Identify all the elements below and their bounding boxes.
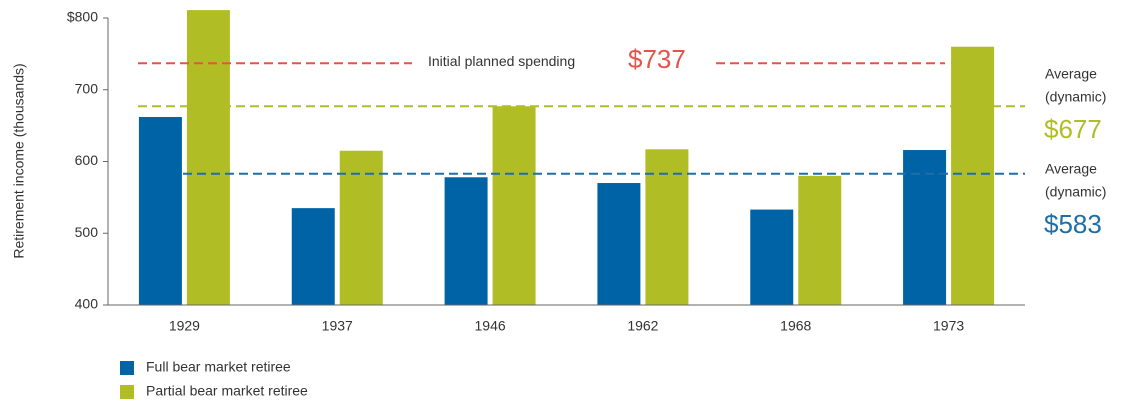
x-tick-label: 1968 <box>780 318 811 334</box>
x-tick-label: 1929 <box>169 318 200 334</box>
legend-label: Full bear market retiree <box>146 359 291 375</box>
legend-swatch <box>120 385 134 399</box>
bar <box>339 150 383 305</box>
bar <box>291 208 335 305</box>
x-tick-label: 1937 <box>322 318 353 334</box>
bar <box>951 46 995 305</box>
bar <box>903 150 947 305</box>
y-tick-label: $800 <box>67 9 98 25</box>
reference-value: $677 <box>1044 114 1102 144</box>
legend-swatch <box>120 361 134 375</box>
reference-label: (dynamic) <box>1045 184 1106 200</box>
y-tick-label: 600 <box>75 152 99 168</box>
bar <box>645 149 689 305</box>
x-tick-label: 1946 <box>475 318 506 334</box>
legend-label: Partial bear market retiree <box>146 383 308 399</box>
reference-value: $737 <box>628 44 686 74</box>
bar <box>444 177 488 305</box>
bar <box>138 117 182 305</box>
reference-value: $583 <box>1044 209 1102 239</box>
reference-label: (dynamic) <box>1045 89 1106 105</box>
bar <box>186 10 230 305</box>
reference-label: Average <box>1045 66 1097 82</box>
x-tick-label: 1973 <box>933 318 964 334</box>
reference-label: Average <box>1045 161 1097 177</box>
y-tick-label: 500 <box>75 224 99 240</box>
x-tick-label: 1962 <box>627 318 658 334</box>
y-tick-label: 400 <box>75 296 99 312</box>
bar <box>492 106 536 305</box>
y-tick-label: 700 <box>75 80 99 96</box>
bar <box>750 209 794 305</box>
reference-label: Initial planned spending <box>428 53 575 69</box>
bar <box>798 175 842 305</box>
bar <box>597 183 641 305</box>
y-axis-label: Retirement income (thousands) <box>11 63 27 258</box>
